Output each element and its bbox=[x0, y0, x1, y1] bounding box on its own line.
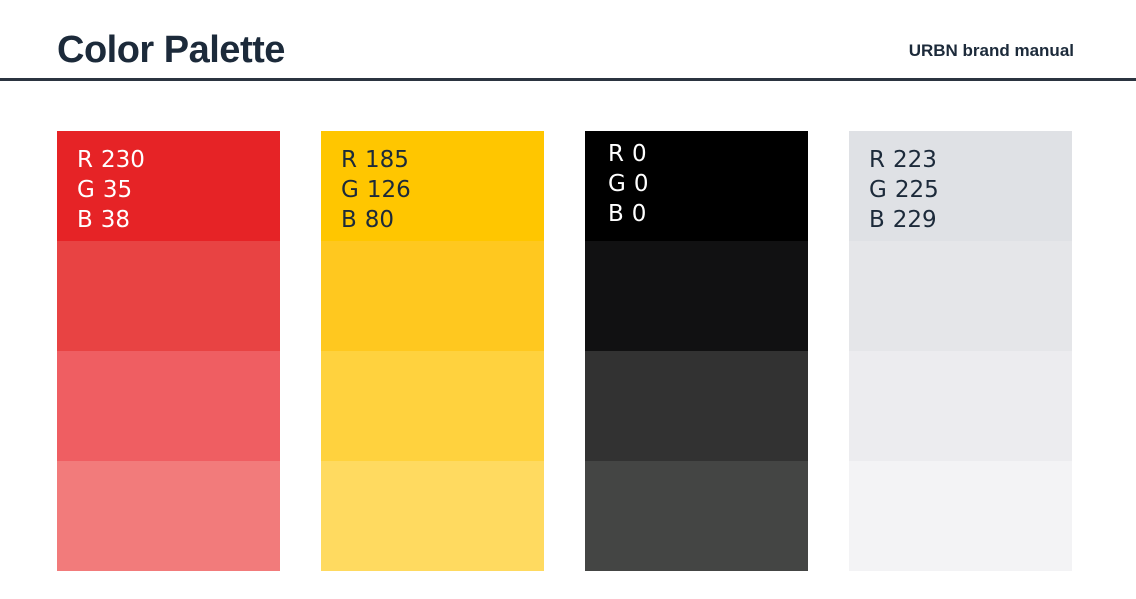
swatch-column-yellow: R 185 G 126 B 80 bbox=[321, 131, 544, 571]
channel-letter: R bbox=[869, 147, 885, 173]
rgb-values: R 223 G 225 B 229 bbox=[869, 145, 939, 235]
tint-75 bbox=[321, 241, 544, 351]
tint-50 bbox=[57, 351, 280, 461]
channel-letter: R bbox=[608, 141, 624, 167]
page-title: Color Palette bbox=[57, 29, 285, 71]
channel-letter: G bbox=[341, 177, 359, 203]
channel-letter: B bbox=[869, 207, 885, 233]
rgb-row-r: R 230 bbox=[77, 145, 145, 175]
channel-value: 0 bbox=[631, 201, 647, 227]
swatch-column-gray: R 223 G 225 B 229 bbox=[849, 131, 1072, 571]
channel-letter: R bbox=[77, 147, 93, 173]
tint-50 bbox=[585, 351, 808, 461]
channel-letter: G bbox=[77, 177, 95, 203]
tint-100: R 223 G 225 B 229 bbox=[849, 131, 1072, 241]
tint-50 bbox=[849, 351, 1072, 461]
channel-letter: G bbox=[869, 177, 887, 203]
rgb-row-r: R 185 bbox=[341, 145, 411, 175]
tint-25 bbox=[585, 461, 808, 571]
tint-75 bbox=[849, 241, 1072, 351]
rgb-values: R 185 G 126 B 80 bbox=[341, 145, 411, 235]
channel-value: 38 bbox=[100, 207, 131, 233]
rgb-row-g: G 35 bbox=[77, 175, 145, 205]
channel-value: 225 bbox=[894, 177, 939, 203]
channel-value: 0 bbox=[631, 141, 647, 167]
channel-letter: G bbox=[608, 171, 626, 197]
channel-value: 0 bbox=[633, 171, 649, 197]
rgb-row-g: G 225 bbox=[869, 175, 939, 205]
tint-100: R 230 G 35 B 38 bbox=[57, 131, 280, 241]
tint-50 bbox=[321, 351, 544, 461]
tint-25 bbox=[57, 461, 280, 571]
tint-25 bbox=[849, 461, 1072, 571]
rgb-row-b: B 80 bbox=[341, 205, 411, 235]
channel-value: 185 bbox=[364, 147, 409, 173]
rgb-row-g: G 126 bbox=[341, 175, 411, 205]
tint-75 bbox=[585, 241, 808, 351]
tint-25 bbox=[321, 461, 544, 571]
channel-value: 229 bbox=[892, 207, 937, 233]
channel-value: 35 bbox=[102, 177, 133, 203]
channel-value: 230 bbox=[100, 147, 145, 173]
channel-value: 126 bbox=[366, 177, 411, 203]
brand-manual-subtitle: URBN brand manual bbox=[908, 41, 1074, 60]
rgb-values: R 230 G 35 B 38 bbox=[77, 145, 145, 235]
channel-letter: B bbox=[341, 207, 357, 233]
channel-letter: B bbox=[608, 201, 624, 227]
tint-75 bbox=[57, 241, 280, 351]
channel-value: 223 bbox=[892, 147, 937, 173]
rgb-row-b: B 229 bbox=[869, 205, 939, 235]
channel-letter: R bbox=[341, 147, 357, 173]
rgb-row-b: B 38 bbox=[77, 205, 145, 235]
channel-value: 80 bbox=[364, 207, 395, 233]
rgb-row-r: R 223 bbox=[869, 145, 939, 175]
swatch-column-red: R 230 G 35 B 38 bbox=[57, 131, 280, 571]
header-divider bbox=[0, 78, 1136, 81]
tint-100: R 185 G 126 B 80 bbox=[321, 131, 544, 241]
channel-letter: B bbox=[77, 207, 93, 233]
